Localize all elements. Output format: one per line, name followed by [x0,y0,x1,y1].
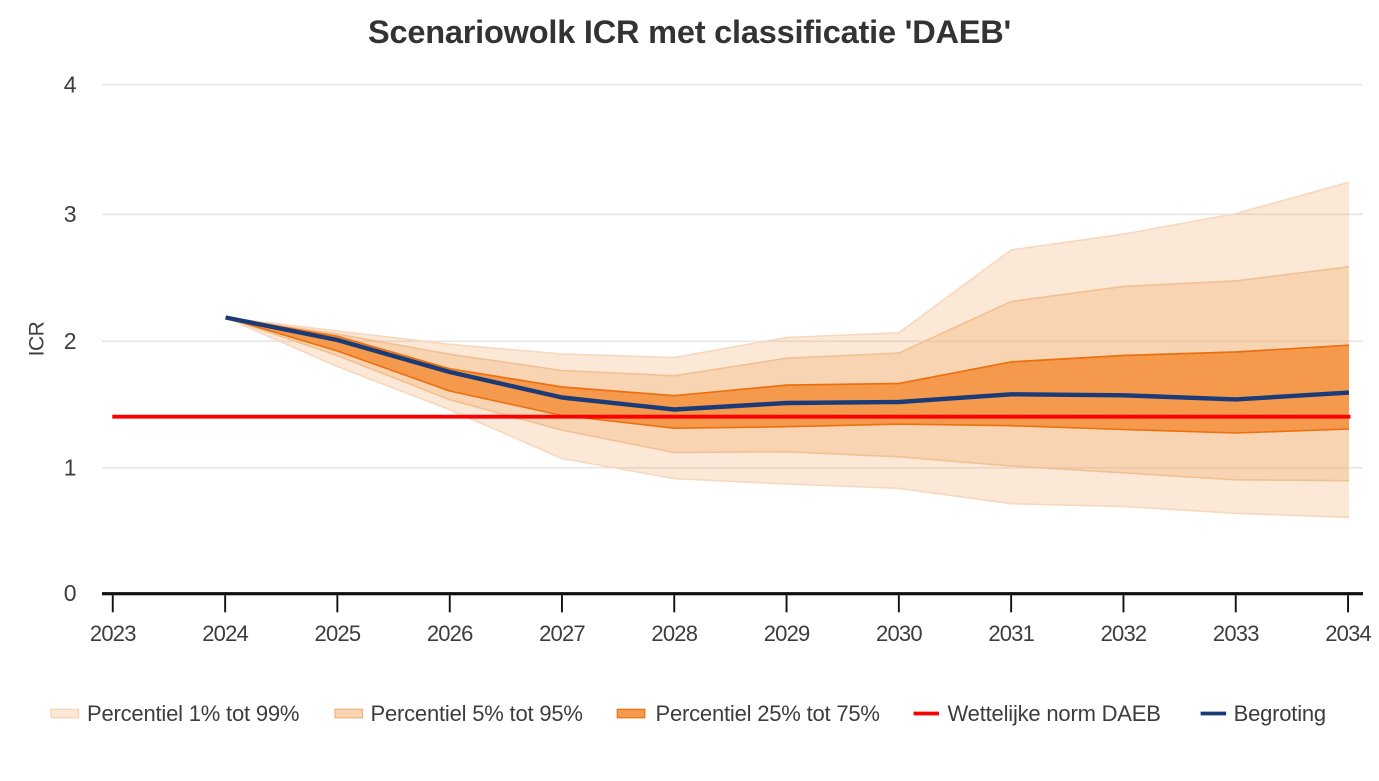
svg-text:1: 1 [64,455,77,481]
svg-text:Percentiel 1% tot 99%: Percentiel 1% tot 99% [87,701,299,726]
svg-text:4: 4 [64,71,77,97]
svg-text:Scenariowolk ICR met classific: Scenariowolk ICR met classificatie 'DAEB… [368,14,1011,50]
svg-text:ICR: ICR [26,321,49,356]
svg-text:2027: 2027 [539,621,585,646]
svg-text:2032: 2032 [1101,621,1147,646]
svg-text:2028: 2028 [651,621,697,646]
svg-text:2025: 2025 [315,621,361,646]
svg-text:2029: 2029 [764,621,810,646]
svg-text:2030: 2030 [876,621,922,646]
svg-text:2026: 2026 [427,621,473,646]
svg-text:Percentiel 5% tot 95%: Percentiel 5% tot 95% [371,701,583,726]
svg-text:2: 2 [64,328,77,354]
svg-text:Percentiel 25% tot 75%: Percentiel 25% tot 75% [656,701,880,726]
svg-text:Wettelijke norm DAEB: Wettelijke norm DAEB [948,701,1161,726]
svg-text:3: 3 [64,201,77,227]
svg-text:0: 0 [64,580,77,606]
svg-text:2023: 2023 [90,621,136,646]
svg-text:Begroting: Begroting [1234,701,1326,726]
svg-text:2034: 2034 [1325,621,1371,646]
svg-text:2031: 2031 [988,621,1034,646]
svg-text:2033: 2033 [1213,621,1259,646]
svg-text:2024: 2024 [202,621,248,646]
